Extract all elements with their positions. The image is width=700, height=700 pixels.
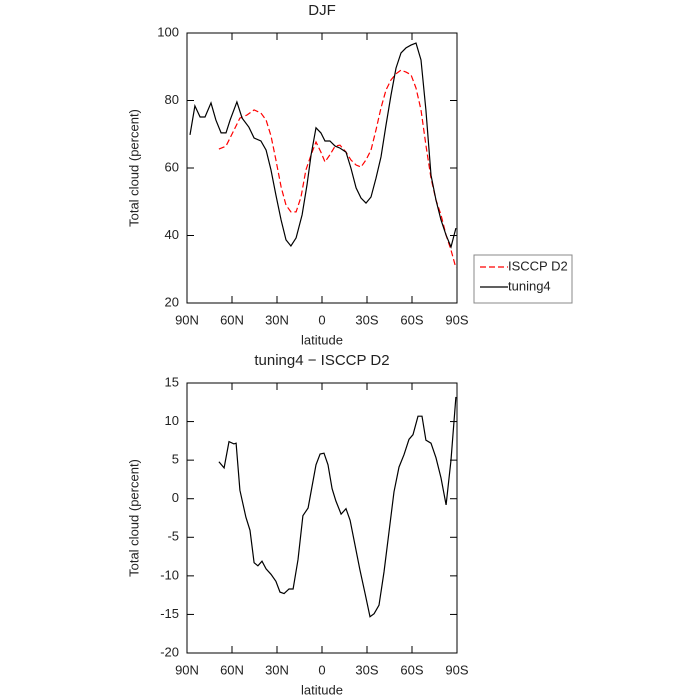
y-axis-label: Total cloud (percent): [126, 109, 141, 227]
y-tick-label: -10: [160, 567, 179, 582]
x-tick-label: 60S: [400, 662, 423, 677]
y-tick-label: 60: [165, 159, 179, 174]
x-axis-label: latitude: [301, 332, 343, 347]
legend-label: tuning4: [508, 278, 551, 293]
chart-title: tuning4 − ISCCP D2: [254, 352, 389, 369]
x-tick-label: 30N: [265, 662, 289, 677]
y-tick-label: 15: [165, 374, 179, 389]
y-tick-label: -15: [160, 606, 179, 621]
panel: DJF latitude Total cloud (percent) 90N 60N 30…: [126, 2, 573, 347]
x-tick-label: 0: [318, 662, 325, 677]
legend: ISCCP D2 tuning4: [473, 254, 573, 304]
x-tick-label: 30N: [265, 312, 289, 327]
y-tick-label: -20: [160, 644, 179, 659]
y-tick-label: 100: [157, 24, 179, 39]
y-axis-label: Total cloud (percent): [126, 459, 141, 577]
plot-frame: [186, 32, 458, 304]
x-tick-label: 90S: [445, 662, 468, 677]
y-tick-label: 20: [165, 294, 179, 309]
x-tick-label: 90N: [175, 662, 199, 677]
data-line: [218, 396, 457, 618]
legend-label: ISCCP D2: [508, 258, 568, 273]
y-tick-label: 10: [165, 413, 179, 428]
x-tick-label: 0: [318, 312, 325, 327]
legend-box: [473, 254, 573, 304]
chart-title: DJF: [308, 2, 336, 19]
x-tick-label: 90N: [175, 312, 199, 327]
data-line: [189, 42, 457, 249]
panel: tuning4 − ISCCP D2 latitude Total cloud (p…: [126, 352, 468, 697]
x-tick-label: 60N: [220, 312, 244, 327]
x-tick-label: 30S: [355, 662, 378, 677]
y-tick-label: 40: [165, 227, 179, 242]
y-tick-label: 0: [172, 490, 179, 505]
y-tick-label: -5: [167, 529, 179, 544]
x-tick-label: 60N: [220, 662, 244, 677]
x-tick-label: 60S: [400, 312, 423, 327]
x-tick-label: 30S: [355, 312, 378, 327]
x-tick-label: 90S: [445, 312, 468, 327]
data-line: [218, 69, 457, 269]
y-tick-label: 80: [165, 92, 179, 107]
x-axis-label: latitude: [301, 682, 343, 697]
y-tick-label: 5: [172, 452, 179, 467]
